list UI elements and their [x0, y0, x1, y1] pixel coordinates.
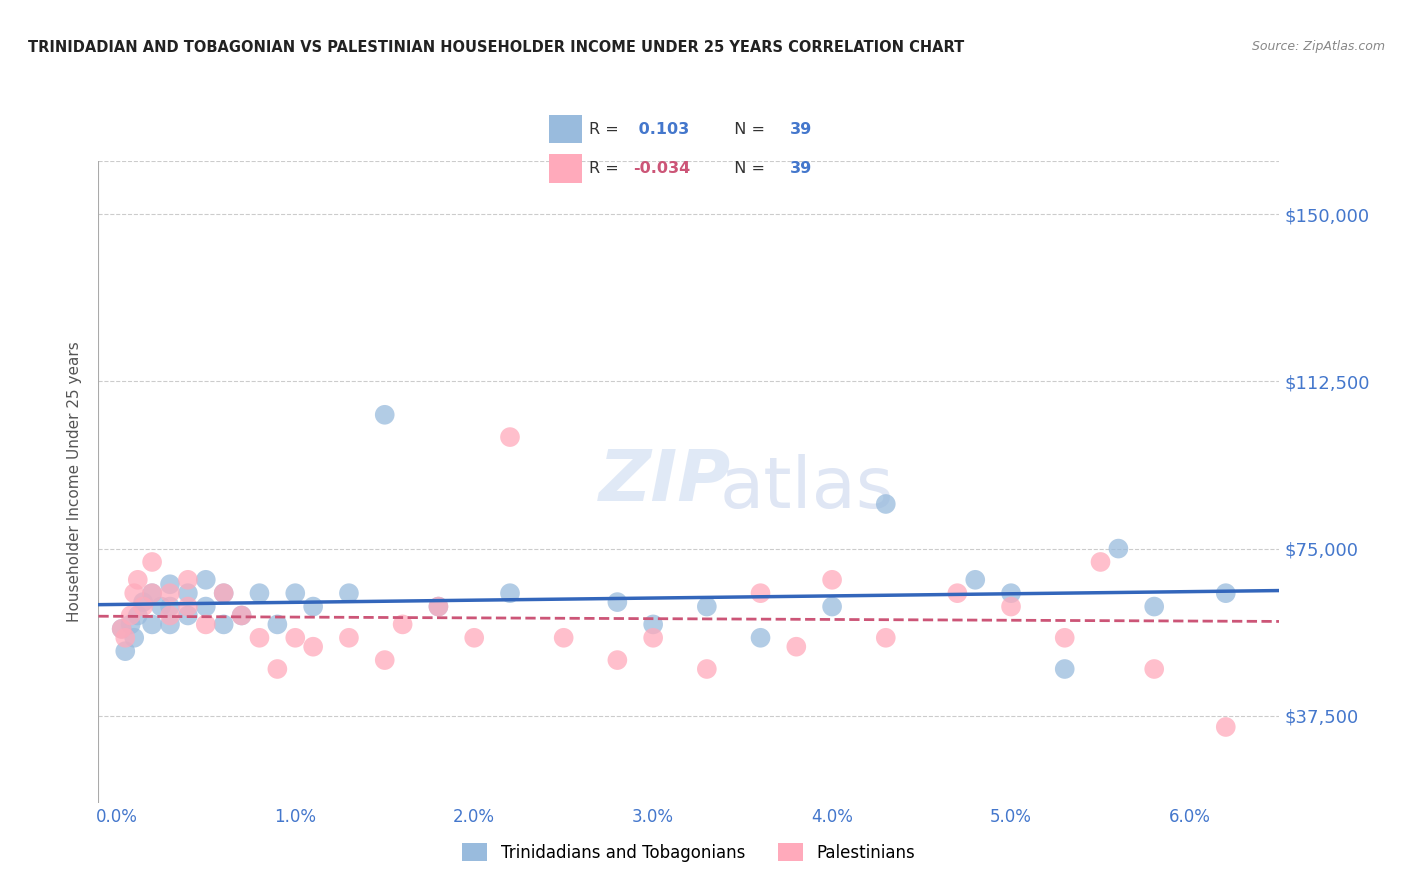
- Point: [114, 631, 136, 645]
- Point: [159, 599, 181, 614]
- Point: [337, 586, 360, 600]
- Point: [302, 599, 325, 614]
- Point: [231, 608, 253, 623]
- Point: [696, 599, 718, 614]
- Point: [127, 608, 149, 623]
- Text: R =: R =: [589, 121, 624, 136]
- Point: [120, 608, 142, 623]
- Point: [749, 586, 772, 600]
- Point: [249, 586, 271, 600]
- Point: [643, 617, 665, 632]
- Y-axis label: Householder Income Under 25 years: Householder Income Under 25 years: [67, 342, 83, 622]
- Point: [141, 617, 163, 632]
- Text: atlas: atlas: [720, 454, 894, 523]
- Text: ZIP: ZIP: [599, 447, 731, 516]
- Point: [427, 599, 450, 614]
- Point: [159, 577, 181, 591]
- Point: [606, 653, 628, 667]
- Point: [231, 608, 253, 623]
- Point: [875, 497, 897, 511]
- Point: [696, 662, 718, 676]
- Point: [212, 586, 235, 600]
- Point: [499, 586, 522, 600]
- Point: [749, 631, 772, 645]
- Point: [159, 586, 181, 600]
- Point: [965, 573, 987, 587]
- Point: [141, 586, 163, 600]
- Point: [337, 631, 360, 645]
- Point: [946, 586, 969, 600]
- Point: [606, 595, 628, 609]
- Point: [177, 573, 200, 587]
- Point: [114, 644, 136, 658]
- Point: [249, 631, 271, 645]
- Point: [122, 586, 145, 600]
- Point: [194, 617, 217, 632]
- Point: [821, 573, 844, 587]
- Point: [150, 599, 173, 614]
- Point: [1053, 662, 1076, 676]
- Point: [643, 631, 665, 645]
- Point: [212, 586, 235, 600]
- Point: [1107, 541, 1129, 556]
- Point: [374, 653, 396, 667]
- Point: [159, 617, 181, 632]
- Point: [821, 599, 844, 614]
- Point: [284, 631, 307, 645]
- Point: [553, 631, 575, 645]
- Bar: [548, 115, 582, 144]
- Point: [785, 640, 807, 654]
- Point: [177, 608, 200, 623]
- Point: [1053, 631, 1076, 645]
- Point: [212, 617, 235, 632]
- Text: N =: N =: [724, 121, 770, 136]
- Point: [159, 608, 181, 623]
- Bar: [548, 154, 582, 183]
- Point: [1143, 662, 1166, 676]
- Point: [194, 599, 217, 614]
- Point: [875, 631, 897, 645]
- Text: R =: R =: [589, 161, 624, 177]
- Text: 39: 39: [790, 121, 813, 136]
- Point: [391, 617, 413, 632]
- Point: [284, 586, 307, 600]
- Point: [141, 586, 163, 600]
- Point: [132, 599, 155, 614]
- Point: [302, 640, 325, 654]
- Point: [499, 430, 522, 444]
- Point: [127, 573, 149, 587]
- Point: [177, 599, 200, 614]
- Point: [141, 555, 163, 569]
- Point: [194, 573, 217, 587]
- Point: [111, 622, 134, 636]
- Point: [122, 631, 145, 645]
- Text: Source: ZipAtlas.com: Source: ZipAtlas.com: [1251, 40, 1385, 54]
- Point: [266, 662, 288, 676]
- Text: TRINIDADIAN AND TOBAGONIAN VS PALESTINIAN HOUSEHOLDER INCOME UNDER 25 YEARS CORR: TRINIDADIAN AND TOBAGONIAN VS PALESTINIA…: [28, 40, 965, 55]
- Point: [266, 617, 288, 632]
- Point: [1090, 555, 1112, 569]
- Point: [1000, 586, 1022, 600]
- Point: [1000, 599, 1022, 614]
- Point: [120, 617, 142, 632]
- Point: [1215, 586, 1237, 600]
- Text: 39: 39: [790, 161, 813, 177]
- Text: -0.034: -0.034: [633, 161, 690, 177]
- Point: [427, 599, 450, 614]
- Point: [132, 595, 155, 609]
- Legend: Trinidadians and Tobagonians, Palestinians: Trinidadians and Tobagonians, Palestinia…: [456, 837, 922, 868]
- Point: [177, 586, 200, 600]
- Point: [1215, 720, 1237, 734]
- Text: N =: N =: [724, 161, 770, 177]
- Text: 0.103: 0.103: [633, 121, 689, 136]
- Point: [463, 631, 485, 645]
- Point: [1143, 599, 1166, 614]
- Point: [374, 408, 396, 422]
- Point: [111, 622, 134, 636]
